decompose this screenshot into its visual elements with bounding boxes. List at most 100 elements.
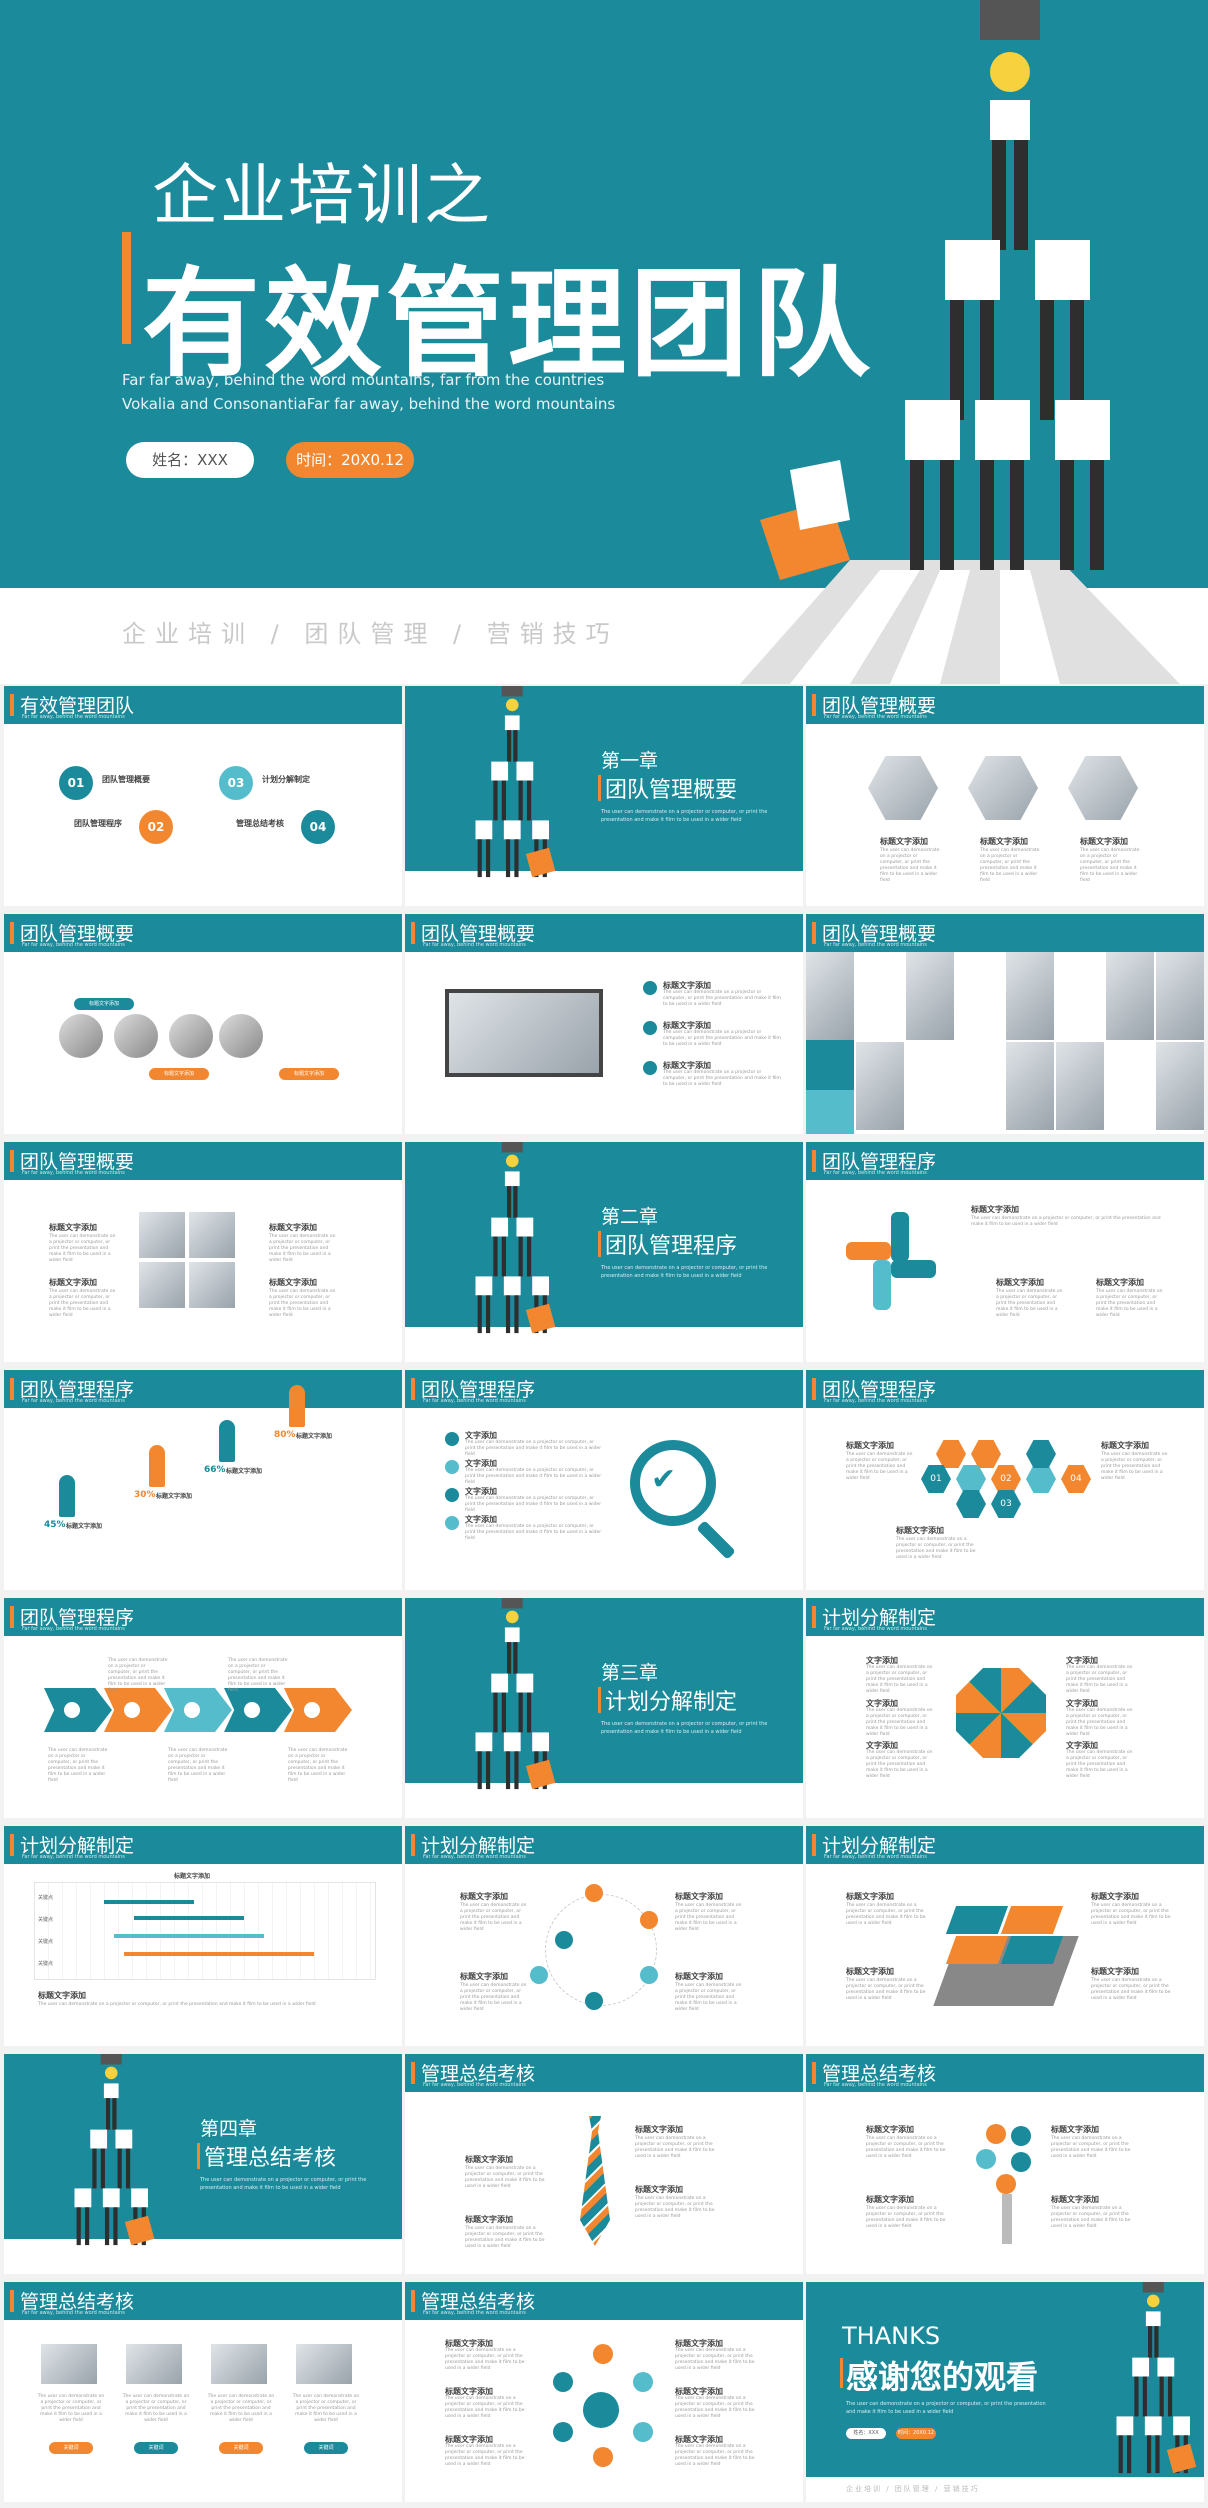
slide-header: 计划分解制定 Far far away, behind the word moun… xyxy=(405,1826,803,1864)
block-title: 标题文字添加 xyxy=(866,2125,914,2134)
tree-trunk xyxy=(1002,2194,1012,2244)
feature-body: The user can demonstrate on a projector … xyxy=(663,990,781,1007)
slide-thumbnail-8[interactable]: 团队管理概要 Far far away, behind the word moun… xyxy=(4,1142,402,1362)
slide-thumbnail-13[interactable]: 团队管理程序 Far far away, behind the word moun… xyxy=(806,1370,1204,1590)
spoke-title: 标题文字添加 xyxy=(675,2435,723,2444)
chapter-name: 团队管理程序 xyxy=(605,1234,738,1259)
chapter-accent-bar xyxy=(598,775,601,801)
block-title: 标题文字添加 xyxy=(866,2195,914,2204)
process-text: The user can demonstrate on a projector … xyxy=(168,1748,228,1783)
feature-icon xyxy=(643,981,657,995)
percent-label: 标题文字添加 xyxy=(66,1523,103,1530)
thanks-title: 感谢您的观看 xyxy=(846,2358,1039,2396)
spoke-icon xyxy=(553,2372,573,2392)
slide-header: 管理总结考核 Far far away, behind the word moun… xyxy=(405,2054,803,2092)
slide-thumbnail-23[interactable]: 管理总结考核 Far far away, behind the word moun… xyxy=(4,2282,402,2502)
grid-photo xyxy=(856,1042,904,1130)
platform-block xyxy=(1000,1936,1064,1964)
feature-title: 标题文字添加 xyxy=(663,1021,711,1030)
slide-header-subtitle: Far far away, behind the word mountains xyxy=(423,2082,526,2088)
label-tag: 标题文字添加 xyxy=(149,1068,209,1080)
slide-title: 团队管理程序 xyxy=(20,1607,135,1629)
slide-thumbnail-6[interactable]: 团队管理概要 Far far away, behind the word moun… xyxy=(405,914,803,1134)
item-body: The user can demonstrate on a projector … xyxy=(866,1708,933,1737)
chapter-footer-band xyxy=(405,871,803,906)
item-title: 文字添加 xyxy=(1066,1656,1098,1665)
step-body: The user can demonstrate on a projector … xyxy=(465,1496,602,1513)
slide-thumbnail-3[interactable]: 第一章 团队管理概要 The user can demonstrate on a p… xyxy=(405,686,803,906)
slide-thumbnail-10[interactable]: 团队管理程序 Far far away, behind the word moun… xyxy=(806,1142,1204,1362)
process-text: The user can demonstrate on a projector … xyxy=(48,1748,108,1783)
hexagon: 04 xyxy=(1061,1465,1091,1493)
feature-icon xyxy=(643,1061,657,1075)
slide-thumbnail-20[interactable]: 第四章 管理总结考核 The user can demonstrate on a p… xyxy=(4,2054,402,2274)
label-tag: 标题文字添加 xyxy=(74,998,134,1010)
slide-thumbnail-21[interactable]: 管理总结考核 Far far away, behind the word moun… xyxy=(405,2054,803,2274)
block-body: The user can demonstrate on a projector … xyxy=(460,1903,527,1932)
slide-thumbnail-7[interactable]: 团队管理概要 Far far away, behind the word moun… xyxy=(806,914,1204,1134)
step-body: The user can demonstrate on a projector … xyxy=(465,1524,602,1541)
gantt-row-label: 关键点 xyxy=(38,1939,54,1945)
hexagon xyxy=(956,1490,986,1518)
block-body: The user can demonstrate on a projector … xyxy=(846,1903,926,1926)
spoke-title: 标题文字添加 xyxy=(675,2339,723,2348)
platform-block xyxy=(945,1936,1009,1964)
slide-title: 团队管理程序 xyxy=(421,1379,536,1401)
slide-header-subtitle: Far far away, behind the word mountains xyxy=(22,1398,125,1404)
grid-photo xyxy=(1006,952,1054,1040)
slide-header: 团队管理程序 Far far away, behind the word moun… xyxy=(405,1370,803,1408)
slide-thumbnail-11[interactable]: 团队管理程序 Far far away, behind the word moun… xyxy=(4,1370,402,1590)
card-text: The user can demonstrate on a projector … xyxy=(37,2394,105,2423)
cover-subtitle: Far far away, behind the word mountains,… xyxy=(122,371,616,413)
slide-header-subtitle: Far far away, behind the word mountains xyxy=(22,1854,125,1860)
slide-thumbnail-24[interactable]: 管理总结考核 Far far away, behind the word moun… xyxy=(405,2282,803,2502)
slide-thumbnail-16[interactable]: 计划分解制定 Far far away, behind the word moun… xyxy=(806,1598,1204,1818)
process-text: The user can demonstrate on a projector … xyxy=(108,1658,168,1693)
block-body: The user can demonstrate on a projector … xyxy=(49,1289,116,1318)
block-title: 标题文字添加 xyxy=(269,1278,317,1287)
slide-header-subtitle: Far far away, behind the word mountains xyxy=(22,714,125,720)
slide-thumbnail-12[interactable]: 团队管理程序 Far far away, behind the word moun… xyxy=(405,1370,803,1590)
chapter-accent-bar xyxy=(197,2143,200,2169)
label-tag: 标题文字添加 xyxy=(279,1068,339,1080)
chapter-description: The user can demonstrate on a projector … xyxy=(601,1265,768,1279)
block-title: 标题文字添加 xyxy=(675,1892,723,1901)
hexagon xyxy=(936,1440,966,1468)
header-accent-mark xyxy=(812,2062,816,2084)
ring-icon xyxy=(585,1884,603,1902)
slide-header: 团队管理概要 Far far away, behind the word moun… xyxy=(806,686,1204,724)
gantt-bar xyxy=(124,1952,314,1956)
slide-thumbnail-2[interactable]: 有效管理团队 Far far away, behind the word moun… xyxy=(4,686,402,906)
slide-thumbnail-5[interactable]: 团队管理概要 Far far away, behind the word moun… xyxy=(4,914,402,1134)
block-title: 标题文字添加 xyxy=(465,2215,513,2224)
chapter-number: 第四章 xyxy=(200,2118,258,2140)
slide-thumbnail-19[interactable]: 计划分解制定 Far far away, behind the word moun… xyxy=(806,1826,1204,2046)
block-title: 标题文字添加 xyxy=(1091,1892,1139,1901)
slide-thumbnail-9[interactable]: 第二章 团队管理程序 The user can demonstrate on a p… xyxy=(405,1142,803,1362)
step-body: The user can demonstrate on a projector … xyxy=(465,1440,602,1457)
slide-header-subtitle: Far far away, behind the word mountains xyxy=(824,942,927,948)
leaf-icon xyxy=(996,2174,1016,2194)
header-accent-mark xyxy=(812,1606,816,1628)
hexagon xyxy=(1026,1465,1056,1493)
slide-thumbnail-25[interactable]: THANKS 感谢您的观看 The user can demonstrate on … xyxy=(806,2282,1204,2502)
slide-thumbnail-17[interactable]: 计划分解制定 Far far away, behind the word moun… xyxy=(4,1826,402,2046)
block-body: The user can demonstrate on a projector … xyxy=(880,848,940,883)
grid-photo xyxy=(806,952,854,1040)
slide-header: 计划分解制定 Far far away, behind the word moun… xyxy=(4,1826,402,1864)
block-title: 标题文字添加 xyxy=(465,2155,513,2164)
slide-thumbnail-18[interactable]: 计划分解制定 Far far away, behind the word moun… xyxy=(405,1826,803,2046)
block-body: The user can demonstrate on a projector … xyxy=(269,1234,336,1263)
item-body: The user can demonstrate on a projector … xyxy=(1066,1708,1133,1737)
header-accent-mark xyxy=(812,694,816,716)
slide-thumbnail-4[interactable]: 团队管理概要 Far far away, behind the word moun… xyxy=(806,686,1204,906)
slide-thumbnail-14[interactable]: 团队管理程序 Far far away, behind the word moun… xyxy=(4,1598,402,1818)
slide-thumbnail-22[interactable]: 管理总结考核 Far far away, behind the word moun… xyxy=(806,2054,1204,2274)
human-tower-illustration xyxy=(475,686,556,878)
spoke-title: 标题文字添加 xyxy=(445,2387,493,2396)
gantt-bar xyxy=(114,1934,264,1938)
laptop-photo xyxy=(445,989,603,1077)
slide-header: 有效管理团队 Far far away, behind the word moun… xyxy=(4,686,402,724)
photo-circle xyxy=(219,1014,263,1058)
slide-thumbnail-15[interactable]: 第三章 计划分解制定 The user can demonstrate on a p… xyxy=(405,1598,803,1818)
